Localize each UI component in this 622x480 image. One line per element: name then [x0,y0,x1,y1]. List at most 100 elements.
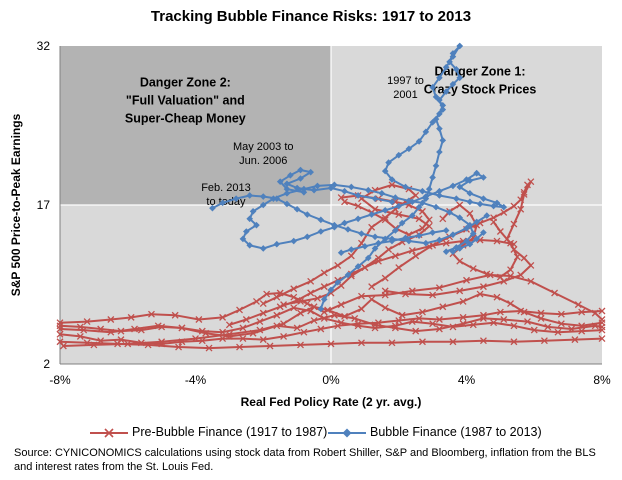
pre-bubble-point [435,325,443,333]
bubble-point [429,174,436,181]
y-tick-label: 2 [43,357,50,371]
pre-bubble-point [578,308,586,316]
pre-bubble-point [313,294,321,302]
pre-bubble-point [83,318,91,326]
pre-bubble-point [56,330,64,338]
bubble-point [442,63,450,71]
pre-bubble-point [574,301,582,309]
pre-bubble-point [435,284,443,292]
x-tick-label: -8% [49,373,71,387]
pre-bubble-point [490,319,498,327]
bubble-point [246,192,253,199]
pre-bubble-point [171,311,179,319]
pre-bubble-point [463,276,470,284]
bubble-point [307,168,314,176]
pre-bubble-point [334,261,342,269]
pre-bubble-point [419,308,426,316]
pre-bubble-point [337,319,345,327]
pre-bubble-point [158,323,166,331]
pre-bubble-point [496,228,504,235]
bubble-point [368,211,375,218]
pre-bubble-point [510,202,518,210]
bubble-point [392,227,399,234]
pre-bubble-point [439,303,447,311]
bubble-point [381,167,389,175]
pre-bubble-point [537,314,545,322]
bubble-point [436,74,443,82]
chart-plot: Danger Zone 2: "Full Valuation" and Super-… [9,39,611,409]
pre-bubble-point [598,307,606,315]
pre-bubble-point [195,316,203,323]
bubble-point [371,245,379,252]
pre-bubble-point [368,223,376,231]
bubble-point [314,182,321,190]
bubble-point [415,232,423,240]
bubble-point [449,182,457,190]
pre-bubble-point [544,323,552,331]
pre-bubble-point [408,247,416,255]
legend-item-pre-bubble: Pre-Bubble Finance (1917 to 1987) [90,425,327,439]
pre-bubble-point [425,222,433,230]
pre-bubble-point [391,252,399,260]
pre-bubble-point [395,264,403,271]
note-2013-line: Feb. 2013 [201,182,251,194]
pre-bubble-point [425,216,433,224]
pre-bubble-point [127,313,135,321]
pre-bubble-point [456,257,464,265]
pre-bubble-point [598,335,606,343]
pre-bubble-point [290,304,298,312]
pre-bubble-point [408,287,416,295]
bubble-point [297,175,304,182]
pre-bubble-point [225,321,233,329]
pre-bubble-point [76,323,84,331]
pre-bubble-point [507,300,514,308]
pre-bubble-point [192,335,199,343]
pre-bubble-point [496,308,504,316]
bubble-point [456,42,464,50]
bubble-point [273,240,281,248]
bubble-point [381,207,389,214]
bubble-point [395,151,403,159]
chart-title: Tracking Bubble Finance Risks: 1917 to 2… [150,8,472,25]
bubble-point [327,184,335,192]
bubble-point [456,245,464,252]
note-1997-2001-line: 2001 [393,89,417,101]
bubble-point [449,80,457,88]
bubble-point [436,192,443,199]
pre-bubble-point [374,257,382,265]
bubble-point [388,237,396,245]
pre-bubble-point [158,338,166,346]
pre-bubble-point [259,309,267,317]
bubble-point [243,228,250,235]
legend-swatch-bubble [328,427,366,439]
bubble-point [442,248,450,255]
pre-bubble-point [412,327,420,335]
pre-bubble-point [198,327,206,335]
pre-bubble-point [97,325,105,333]
note-2003-2006-line: Jun. 2006 [239,155,287,167]
pre-bubble-point [236,306,243,314]
pre-bubble-point [320,283,328,291]
danger-zone-2-label-line: Danger Zone 2: [140,75,231,89]
pre-bubble-point [493,237,501,245]
pre-bubble-point [456,201,464,209]
pre-bubble-point [507,266,514,274]
pre-bubble-point [137,326,145,334]
bubble-point [303,211,311,218]
pre-bubble-point [520,308,528,316]
bubble-point [348,246,355,253]
pre-bubble-point [513,253,521,261]
pre-bubble-point [493,293,501,301]
pre-bubble-point [500,208,508,216]
pre-bubble-point [293,324,301,332]
pre-bubble-point [124,340,132,348]
bubble-point [436,110,443,118]
bubble-point [439,106,447,113]
pre-bubble-point [476,290,484,298]
bubble-point [473,169,480,177]
y-axis-title: S&P 500 Price-to-Peak Earnings [9,113,23,296]
pre-bubble-point [358,292,365,300]
pre-bubble-point [381,287,389,295]
x-tick-label: 0% [322,373,340,387]
pre-bubble-point [320,269,328,277]
